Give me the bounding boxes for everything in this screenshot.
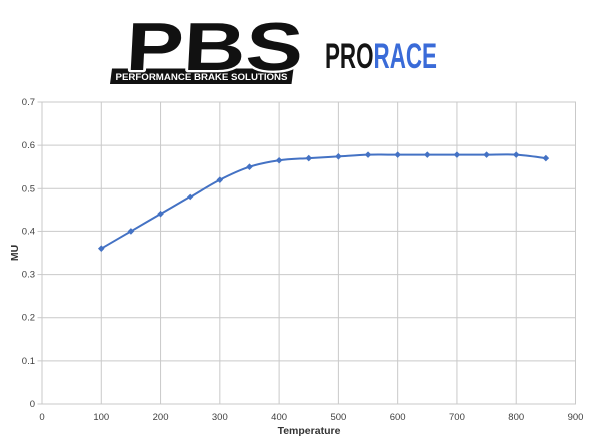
data-point-marker	[424, 151, 431, 158]
data-point-marker	[216, 176, 224, 183]
data-point-marker	[394, 151, 401, 158]
logo-bar	[110, 68, 294, 84]
data-point-marker	[186, 193, 194, 201]
x-axis-title: Temperature	[277, 425, 341, 437]
x-tick-label: 600	[390, 412, 406, 423]
y-tick-label: 0.5	[22, 183, 35, 194]
pbs-logo: PBS PERFORMANCE BRAKE SOLUTIONS	[110, 7, 307, 87]
y-tick-label: 0.7	[22, 97, 35, 108]
x-tick-label: 300	[212, 412, 228, 423]
x-tick-label: 700	[449, 412, 465, 423]
x-tick-label: 100	[93, 412, 109, 423]
data-point-marker	[364, 151, 372, 158]
y-axis-title: MU	[9, 244, 21, 262]
y-tick-label: 0.1	[22, 356, 35, 367]
data-point-marker	[542, 154, 550, 162]
brand-header: PBS PERFORMANCE BRAKE SOLUTIONS PRORACE	[110, 7, 437, 87]
x-tick-label: 800	[508, 412, 524, 423]
data-point-marker	[305, 154, 313, 162]
logo-acronym: PBS	[124, 9, 305, 85]
plot-border	[41, 101, 576, 405]
y-tick-label: 0.4	[22, 226, 35, 237]
x-tick-label: 0	[39, 412, 44, 423]
y-tick-label: 0.2	[22, 313, 35, 324]
data-point-marker	[512, 151, 520, 158]
brand-product-race: RACE	[374, 37, 437, 76]
data-point-marker	[483, 151, 490, 158]
series-line	[100, 153, 547, 250]
logo-tagline: PERFORMANCE BRAKE SOLUTIONS	[116, 72, 288, 82]
data-point-marker	[157, 210, 164, 218]
data-point-marker	[453, 151, 461, 158]
y-tick-label: 0	[30, 399, 35, 410]
x-tick-label: 200	[153, 412, 169, 423]
brand-product-pro: PRO	[325, 37, 374, 76]
data-point-marker	[97, 245, 105, 252]
data-point-marker	[275, 156, 283, 164]
data-point-marker	[246, 163, 253, 171]
data-point-marker	[335, 153, 342, 160]
y-tick-label: 0.6	[22, 140, 35, 151]
y-tick-label: 0.3	[22, 270, 35, 281]
data-point-marker	[127, 228, 135, 235]
x-tick-label: 900	[568, 412, 584, 423]
x-tick-label: 500	[330, 412, 346, 423]
x-tick-label: 400	[271, 412, 287, 423]
brand-product-wordmark: PRORACE	[325, 37, 437, 76]
